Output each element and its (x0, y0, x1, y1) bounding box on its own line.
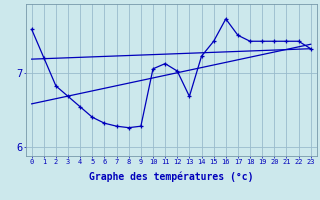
X-axis label: Graphe des températures (°c): Graphe des températures (°c) (89, 171, 253, 182)
